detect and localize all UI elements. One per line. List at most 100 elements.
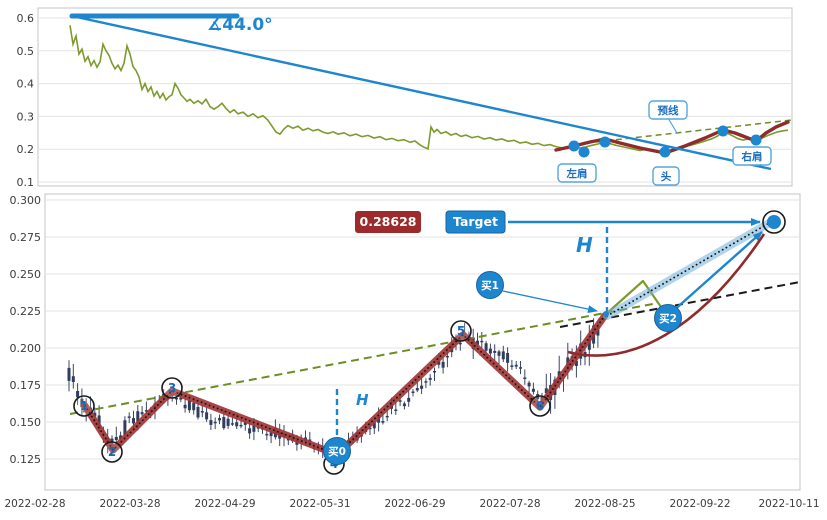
callout-box <box>648 100 688 120</box>
y-axis-tick: 0.125 <box>10 453 42 466</box>
pattern-dot <box>568 140 580 152</box>
pivot-number: 5 <box>457 324 465 338</box>
x-axis-tick: 2022-07-28 <box>479 498 540 510</box>
candle-body <box>144 410 148 412</box>
y-axis-tick: 0.225 <box>10 305 42 318</box>
angle-annotation: ∡44.0° <box>207 15 273 35</box>
trendline <box>69 302 659 415</box>
x-axis-tick: 2022-02-28 <box>4 498 65 510</box>
bottom-panel: 0.300 0.275 0.250 0.225 0.200 0.175 0.150 0.125… <box>4 193 820 510</box>
candle-body <box>222 417 226 429</box>
candle-body <box>501 351 505 360</box>
top-panel: 0.6 0.5 0.4 0.3 0.2 0.1 ∡44.0° 左肩 头 右肩 预线 <box>17 7 793 189</box>
candle-body <box>415 388 419 391</box>
x-axis-tick: 2022-03-28 <box>99 498 160 510</box>
pivot-circle-2: 2 <box>101 441 123 463</box>
candle-body <box>265 433 269 436</box>
candle-body <box>123 420 127 435</box>
candle-body <box>140 412 144 415</box>
candle-body <box>127 416 131 418</box>
candle-body <box>488 348 492 354</box>
target-ring <box>762 210 786 234</box>
pivot-number: 2 <box>108 445 116 459</box>
target-point <box>762 210 786 234</box>
candle-body <box>476 340 479 345</box>
pattern-dot <box>717 125 729 137</box>
h-label-2: H <box>576 233 593 257</box>
y-axis-tick: 0.5 <box>17 45 35 58</box>
target-price-box <box>355 211 421 233</box>
x-axis-tick: 2022-05-31 <box>289 498 350 510</box>
pivot-circle-1: 1 <box>73 395 95 417</box>
candle-body <box>519 367 522 369</box>
candle-body <box>523 377 527 379</box>
candle-body <box>506 353 510 363</box>
buy-circle <box>323 437 351 465</box>
pivot-ring <box>450 320 472 342</box>
candle-body <box>209 420 213 425</box>
candle-body <box>114 437 118 440</box>
target-dot <box>767 215 781 229</box>
left-shoulder-label: 左肩 <box>557 163 597 183</box>
candle-body <box>407 397 411 402</box>
zigzag-dotted-centerline <box>84 314 606 456</box>
recent-price-leg <box>604 279 669 318</box>
y-axis-tick: 0.6 <box>17 12 35 25</box>
candle-body <box>437 361 441 365</box>
target-button[interactable]: Target <box>445 210 506 234</box>
candle-body <box>445 356 449 358</box>
y-axis-tick: 0.1 <box>17 176 35 189</box>
buy-circle-text: 买2 <box>659 313 677 325</box>
candle-body <box>80 398 84 408</box>
candle-body <box>458 342 462 345</box>
target-button-text[interactable]: Target <box>453 214 498 229</box>
candle-body <box>411 391 415 393</box>
candle-body <box>394 409 398 411</box>
candle-body <box>132 418 135 424</box>
candle-body <box>226 418 230 426</box>
candle-body <box>286 438 290 441</box>
projection-dotted-centerline <box>606 221 772 317</box>
x-axis-tick: 2022-04-29 <box>194 498 255 510</box>
y-axis-tick: 0.3 <box>17 110 35 123</box>
breakout-dot <box>603 311 609 317</box>
callout-text: 头 <box>661 170 672 183</box>
target-button-box[interactable] <box>445 210 506 234</box>
pivot-number: 3 <box>168 381 176 395</box>
pivot-number: 1 <box>80 399 88 413</box>
pivot-ring <box>529 395 551 417</box>
candle-body <box>218 418 221 421</box>
candle-body <box>175 397 178 400</box>
callout-box <box>557 163 597 183</box>
candle-body <box>493 350 497 353</box>
buy-circle-text: 买0 <box>328 446 346 458</box>
x-axis-tick: 2022-08-25 <box>574 498 635 510</box>
callout-text: 右肩 <box>741 150 763 163</box>
candle-body <box>93 412 97 417</box>
y-axis-tick: 0.275 <box>10 231 42 244</box>
x-axis-tick: 2022-09-22 <box>669 498 730 510</box>
y-axis-tick: 0.250 <box>10 268 42 281</box>
candle-body <box>420 385 424 389</box>
pivot-ring <box>161 377 183 399</box>
candle-body <box>235 422 239 427</box>
candle-body <box>398 400 402 402</box>
pivot-circle-5: 5 <box>450 320 472 342</box>
candle-body <box>71 376 75 382</box>
y-axis-tick: 0.4 <box>17 78 35 91</box>
candle-body <box>510 365 514 367</box>
bottom-panel-border <box>44 193 801 491</box>
target-price-label: 0.28628 <box>355 211 421 233</box>
neckline-label: 预线 <box>648 100 688 134</box>
callout-text: 左肩 <box>566 167 588 180</box>
candle-body <box>372 422 376 429</box>
angle-ray <box>71 14 772 171</box>
candle-body <box>192 403 196 411</box>
candle-body <box>76 391 80 398</box>
buy-circle <box>476 271 504 299</box>
candle-body <box>428 377 432 380</box>
pivot-ring <box>73 395 95 417</box>
candle-body <box>424 381 428 383</box>
